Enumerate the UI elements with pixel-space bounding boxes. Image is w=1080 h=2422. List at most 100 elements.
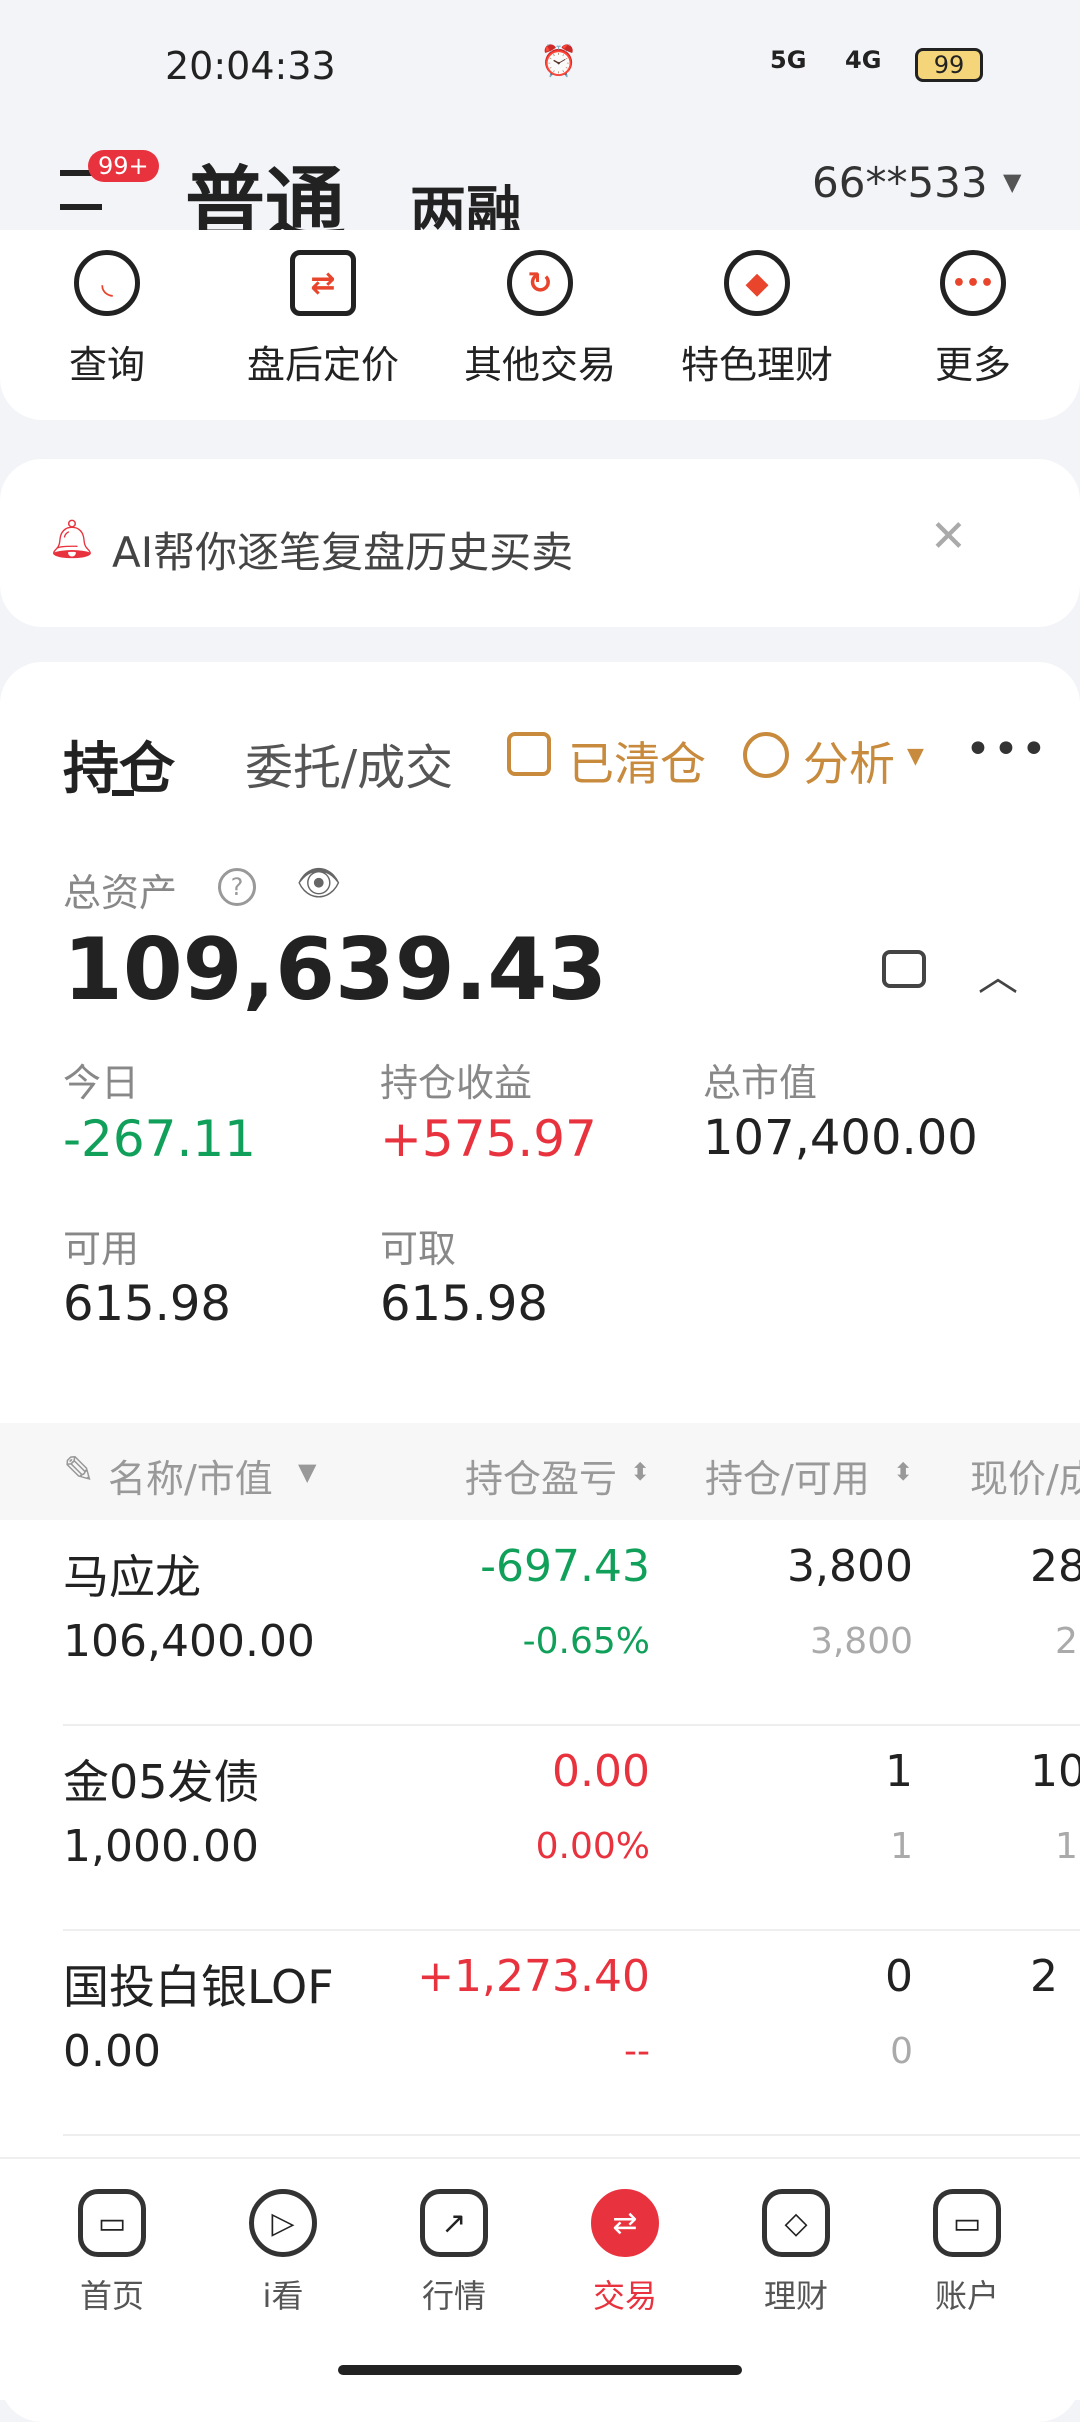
more-icon: ••• <box>940 250 1006 316</box>
quick-action-3[interactable]: ◆ 特色理财 <box>657 250 857 389</box>
sort-icon[interactable]: ▼ <box>298 1458 317 1486</box>
tab-orders[interactable]: 委托/成交 <box>245 740 454 796</box>
quick-action-2[interactable]: ↻ 其他交易 <box>440 250 640 389</box>
quick-action-4[interactable]: ••• 更多 <box>873 250 1073 389</box>
home-icon: ▭ <box>78 2189 146 2257</box>
available-value: 615.98 <box>63 1276 231 1332</box>
quick-action-label: 查询 <box>68 343 145 387</box>
home-indicator <box>338 2365 742 2375</box>
bar-chart-icon <box>507 732 551 776</box>
market-value: 107,400.00 <box>703 1110 978 1166</box>
stock-cost: 10 <box>1055 1826 1080 1867</box>
collapse-icon[interactable]: ︿ <box>978 954 1018 1000</box>
nav-label: 交易 <box>592 2277 657 2315</box>
account-icon: ▭ <box>933 2189 1001 2257</box>
row-divider <box>63 1724 1080 1726</box>
sort-icon[interactable]: ⬍ <box>630 1458 651 1486</box>
nav-label: 理财 <box>763 2277 828 2315</box>
signal-5g-icon: 5G <box>770 46 807 74</box>
total-assets-value: 109,639.43 <box>63 920 608 1020</box>
stock-pnl: +1,273.40 <box>417 1951 650 2002</box>
stock-market-value: 106,400.00 <box>63 1616 315 1667</box>
available-label: 可用 <box>63 1227 140 1271</box>
row-divider <box>63 2134 1080 2136</box>
nav-home[interactable]: ▭ 首页 <box>42 2189 182 2317</box>
table-row[interactable]: 马应龙 106,400.00 -697.43 -0.65% 3,800 3,80… <box>0 1521 1080 1726</box>
alarm-icon: ⏰ <box>540 44 578 79</box>
stock-cost: 2 <box>1055 1621 1078 1662</box>
edit-icon[interactable]: ✎ <box>63 1448 95 1492</box>
help-icon[interactable]: ? <box>218 868 256 906</box>
quick-action-label: 盘后定价 <box>246 343 399 387</box>
layout-toggle-icon[interactable] <box>882 950 926 988</box>
quick-action-0[interactable]: ◟ 查询 <box>7 250 207 389</box>
table-row[interactable]: 金05发债 1,000.00 0.00 0.00% 1 1 100 10 <box>0 1726 1080 1931</box>
col-price[interactable]: 现价/成 <box>970 1457 1080 1501</box>
stock-pnl-pct: -- <box>624 2031 650 2072</box>
stock-name: 金05发债 <box>63 1755 260 1809</box>
nav-label: i看 <box>262 2277 304 2315</box>
stock-market-value: 0.00 <box>63 2026 161 2077</box>
bottom-nav: ▭ 首页 ▷ i看 ↗ 行情 ⇄ 交易 ◇ 理财 ▭ 账户 <box>0 2157 1080 2400</box>
nav-account[interactable]: ▭ 账户 <box>897 2189 1037 2317</box>
eye-icon[interactable]: 👁︎ <box>296 863 342 904</box>
nav-label: 账户 <box>934 2277 999 2315</box>
close-icon[interactable]: ✕ <box>930 511 967 562</box>
withdrawable-label: 可取 <box>380 1227 457 1271</box>
table-row[interactable]: 国投白银LOF 0.00 +1,273.40 -- 0 0 2 <box>0 1931 1080 2136</box>
pnl-value: +575.97 <box>380 1110 597 1168</box>
banner-text: AI帮你逐笔复盘历史买卖 <box>112 528 574 577</box>
cleared-button[interactable]: 已清仓 <box>568 737 706 791</box>
analysis-button[interactable]: 分析 <box>803 737 895 791</box>
stock-available: 0 <box>890 2031 913 2072</box>
chart-icon: ↗ <box>420 2189 488 2257</box>
stock-pnl: 0.00 <box>552 1746 650 1797</box>
menu-icon[interactable] <box>60 170 102 210</box>
col-pnl[interactable]: 持仓盈亏 <box>465 1457 618 1501</box>
table-header <box>0 1423 1080 1520</box>
clock: 20:04:33 <box>165 44 336 88</box>
more-icon[interactable]: ••• <box>965 724 1049 775</box>
stock-qty: 1 <box>885 1746 913 1797</box>
nav-trade[interactable]: ⇄ 交易 <box>555 2189 695 2317</box>
market-value-label: 总市值 <box>703 1061 818 1105</box>
nav-play[interactable]: ▷ i看 <box>213 2189 353 2317</box>
signal-4g-icon: 4G <box>845 46 882 74</box>
today-value: -267.11 <box>63 1110 256 1168</box>
holdings-card: 持仓 委托/成交 已清仓 分析 ▼ ••• 总资产 ? 👁︎ 109,639.4… <box>0 662 1080 2422</box>
stock-available: 3,800 <box>809 1621 913 1662</box>
chevron-down-icon[interactable]: ▼ <box>907 744 924 769</box>
nav-chart[interactable]: ↗ 行情 <box>384 2189 524 2317</box>
stock-pnl-pct: -0.65% <box>522 1621 650 1662</box>
quick-action-label: 其他交易 <box>463 343 616 387</box>
sort-icon[interactable]: ⬍ <box>893 1458 914 1486</box>
wealth-icon: ◇ <box>762 2189 830 2257</box>
ai-banner[interactable]: 🔔︎ AI帮你逐笔复盘历史买卖 ✕ <box>0 459 1080 627</box>
nav-wealth[interactable]: ◇ 理财 <box>726 2189 866 2317</box>
active-tab-indicator <box>112 790 134 796</box>
bell-icon: 🔔︎ <box>48 517 97 561</box>
quick-action-label: 更多 <box>934 343 1011 387</box>
col-qty[interactable]: 持仓/可用 <box>705 1457 870 1501</box>
account-selector[interactable]: 66**533 <box>812 158 988 207</box>
stock-price: 28 <box>1030 1541 1080 1592</box>
chevron-down-icon[interactable]: ▼ <box>1003 168 1022 196</box>
nav-label: 行情 <box>421 2277 486 2315</box>
col-name[interactable]: 名称/市值 <box>108 1457 273 1501</box>
stock-name: 马应龙 <box>63 1550 201 1604</box>
today-label: 今日 <box>63 1061 140 1105</box>
quick-action-1[interactable]: ⇄ 盘后定价 <box>223 250 423 389</box>
nav-label: 首页 <box>79 2277 144 2315</box>
stock-market-value: 1,000.00 <box>63 1821 259 1872</box>
stock-qty: 3,800 <box>787 1541 913 1592</box>
diamond-icon: ◆ <box>724 250 790 316</box>
stock-qty: 0 <box>885 1951 913 2002</box>
withdrawable-value: 615.98 <box>380 1276 548 1332</box>
battery-icon: 99 <box>915 48 983 82</box>
notification-badge: 99+ <box>88 150 159 182</box>
row-divider <box>63 1929 1080 1931</box>
trend-icon <box>743 732 789 778</box>
refresh-icon: ↻ <box>507 250 573 316</box>
stock-pnl: -697.43 <box>480 1541 650 1592</box>
play-icon: ▷ <box>249 2189 317 2257</box>
